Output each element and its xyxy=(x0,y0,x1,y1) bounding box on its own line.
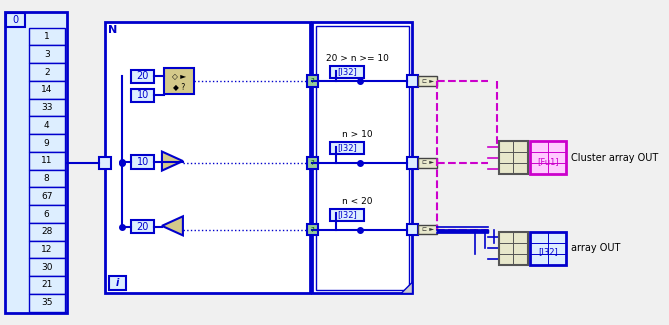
Text: 20 > n >= 10: 20 > n >= 10 xyxy=(326,54,389,63)
Bar xyxy=(530,232,566,265)
Text: 2: 2 xyxy=(44,68,50,77)
Bar xyxy=(307,157,318,169)
Bar xyxy=(499,141,528,175)
Text: i: i xyxy=(116,278,119,288)
Text: n < 20: n < 20 xyxy=(343,197,373,206)
Text: 0: 0 xyxy=(12,15,18,25)
Bar xyxy=(29,63,65,81)
Bar xyxy=(418,225,438,234)
Bar xyxy=(29,240,65,258)
Text: [I32]: [I32] xyxy=(538,248,558,256)
Text: array OUT: array OUT xyxy=(571,243,620,253)
Bar xyxy=(132,220,155,233)
Text: ⊏ ►: ⊏ ► xyxy=(421,161,434,165)
Text: 6: 6 xyxy=(43,210,50,218)
Bar xyxy=(418,158,438,168)
Bar xyxy=(29,258,65,276)
Text: 3: 3 xyxy=(43,50,50,59)
Bar xyxy=(132,89,155,102)
Bar xyxy=(330,209,364,221)
Bar xyxy=(99,157,110,169)
Text: 21: 21 xyxy=(41,280,52,290)
Bar xyxy=(418,76,438,86)
Text: 20: 20 xyxy=(136,222,149,232)
Bar xyxy=(29,81,65,99)
Text: ◆ ?: ◆ ? xyxy=(173,82,185,91)
Text: 8: 8 xyxy=(43,174,50,183)
Bar xyxy=(407,75,418,87)
Bar xyxy=(29,46,65,63)
Text: [I32]: [I32] xyxy=(337,67,357,76)
Text: 35: 35 xyxy=(41,298,52,307)
Bar xyxy=(29,28,65,46)
Text: 28: 28 xyxy=(41,227,52,236)
Bar xyxy=(29,294,65,312)
Bar xyxy=(132,155,155,169)
Text: 33: 33 xyxy=(41,103,52,112)
Bar xyxy=(105,22,310,293)
Bar xyxy=(29,223,65,240)
Text: ?: ? xyxy=(310,227,314,233)
Text: 14: 14 xyxy=(41,85,52,94)
Bar xyxy=(6,13,25,27)
Text: [I32]: [I32] xyxy=(337,210,357,219)
Text: 11: 11 xyxy=(41,156,52,165)
Bar xyxy=(312,22,413,293)
Bar xyxy=(530,141,566,175)
Polygon shape xyxy=(162,151,183,171)
Bar xyxy=(29,134,65,152)
Bar xyxy=(29,205,65,223)
Bar xyxy=(164,68,194,94)
Bar xyxy=(108,276,126,290)
Text: Cluster array OUT: Cluster array OUT xyxy=(571,153,658,163)
Bar xyxy=(5,12,67,313)
Bar xyxy=(29,99,65,116)
Text: 4: 4 xyxy=(44,121,50,130)
Text: 12: 12 xyxy=(41,245,52,254)
Bar xyxy=(29,152,65,170)
Text: 10: 10 xyxy=(136,90,149,100)
Text: ?: ? xyxy=(310,78,314,84)
Text: N: N xyxy=(108,25,117,34)
Text: ◇ ►: ◇ ► xyxy=(172,72,186,81)
Text: ⊏ ►: ⊏ ► xyxy=(421,227,434,232)
Bar xyxy=(407,157,418,169)
Bar xyxy=(330,66,364,78)
Text: 30: 30 xyxy=(41,263,52,272)
Bar xyxy=(29,170,65,188)
Bar xyxy=(307,224,318,235)
Text: ?: ? xyxy=(310,160,314,166)
Bar xyxy=(330,142,364,154)
Text: n > 10: n > 10 xyxy=(343,130,373,139)
Text: [I32]: [I32] xyxy=(337,143,357,152)
Bar xyxy=(29,276,65,294)
Polygon shape xyxy=(401,282,413,293)
Text: 9: 9 xyxy=(43,138,50,148)
Bar xyxy=(132,70,155,83)
Text: [Fu1]: [Fu1] xyxy=(537,157,559,166)
Text: 1: 1 xyxy=(43,32,50,41)
Bar xyxy=(499,232,528,265)
Bar xyxy=(29,116,65,134)
Polygon shape xyxy=(162,216,183,235)
Bar xyxy=(29,188,65,205)
Text: 67: 67 xyxy=(41,192,52,201)
Bar xyxy=(316,26,409,290)
Bar xyxy=(307,75,318,87)
Text: ⊏ ►: ⊏ ► xyxy=(421,79,434,84)
Text: 10: 10 xyxy=(136,157,149,167)
Text: 20: 20 xyxy=(136,71,149,81)
Bar xyxy=(407,224,418,235)
